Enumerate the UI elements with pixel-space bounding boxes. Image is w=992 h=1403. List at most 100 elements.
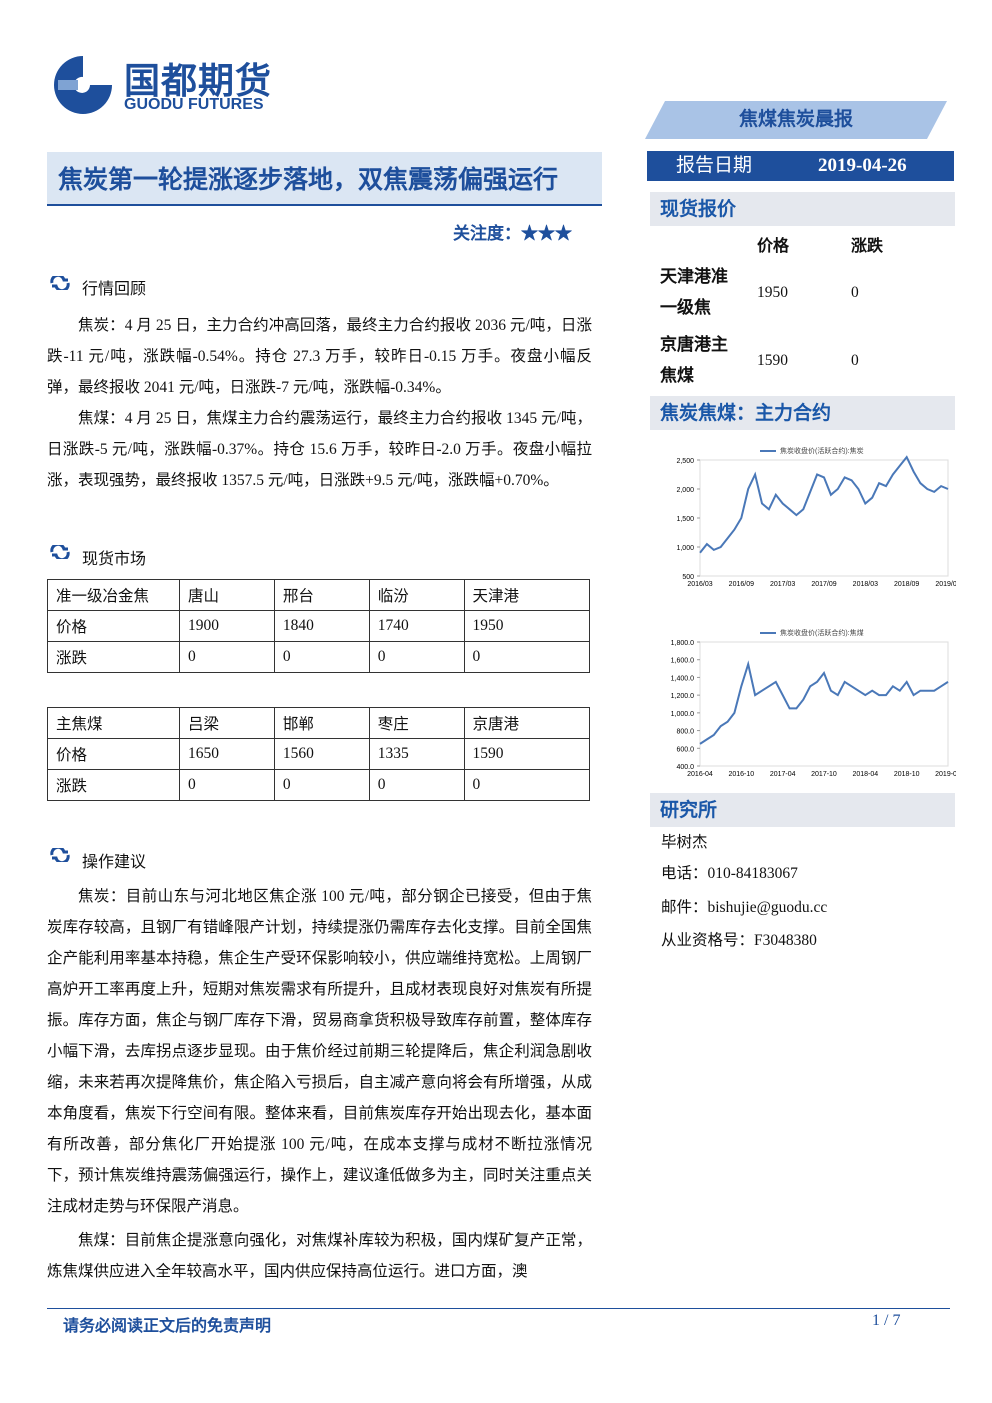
x-tick-label: 2019/03 [935, 581, 956, 588]
table-cell: 0 [179, 641, 275, 673]
x-tick-label: 2016/09 [729, 581, 754, 588]
table-cell: 1590 [463, 738, 591, 770]
y-tick-label: 1,600.0 [671, 658, 694, 665]
table-cell: 临汾 [368, 579, 465, 611]
x-tick-label: 2019-04 [935, 771, 956, 778]
quote-value: 1950 [757, 284, 788, 301]
table-cell: 0 [273, 769, 370, 801]
table-cell: 涨跌 [47, 769, 180, 801]
x-tick-label: 2016-04 [687, 771, 713, 778]
x-tick-label: 2018/03 [853, 581, 878, 588]
date-label: 报告日期 [676, 155, 753, 176]
x-tick-label: 2017/03 [770, 581, 795, 588]
y-tick-label: 1,500 [676, 516, 694, 523]
logo-mark [54, 56, 112, 114]
research-line: 毕树杰 [661, 834, 708, 851]
y-tick-label: 2,500 [676, 458, 694, 465]
title-bar [47, 152, 602, 206]
paragraph: 焦煤：目前焦企提涨意向强化，对焦煤补库较为积极，国内煤矿复产正常，炼焦煤供应进入… [47, 1232, 592, 1280]
legend-label: 焦炭收盘价(活跃合约):焦煤 [780, 628, 864, 637]
quote-value: 0 [851, 352, 859, 369]
table-cell: 涨跌 [47, 641, 180, 673]
paragraph: 焦炭：4 月 25 日，主力合约冲高回落，最终主力合约报收 2036 元/吨，日… [47, 317, 592, 396]
date: 2019-04-26 [818, 155, 907, 176]
paragraph: 焦炭：目前山东与河北地区焦企涨 100 元/吨，部分钢企已接受，但由于焦炭库存较… [47, 888, 592, 1215]
x-tick-label: 2017-10 [811, 771, 837, 778]
quote-row-label: 天津港准一级焦 [660, 267, 728, 318]
y-tick-label: 1,800.0 [671, 640, 694, 647]
y-tick-label: 1,000 [676, 545, 694, 552]
section-heading: 操作建议 [82, 854, 147, 871]
quote-header: 价格 [757, 238, 790, 255]
x-tick-label: 2018/09 [894, 581, 919, 588]
table-cell: 准一级冶金焦 [47, 579, 180, 611]
section-icon [50, 276, 70, 290]
research-line: 从业资格号：F3048380 [661, 932, 817, 949]
table-cell: 0 [368, 769, 465, 801]
table-cell: 0 [368, 641, 465, 673]
sidebar-heading: 焦炭焦煤：主力合约 [650, 396, 955, 430]
section-icon [50, 545, 70, 559]
spot-table: 准一级冶金焦 唐山 邢台 临汾 天津港 价格 1900 1840 1740 1950 涨跌 0 0 0 0 [47, 579, 591, 673]
chart: 500 1,000 1,500 2,000 2,500 2016/03 2016/09 201… [676, 446, 956, 588]
table-cell: 0 [463, 641, 591, 673]
table-cell: 1900 [179, 610, 275, 642]
y-tick-label: 2,000 [676, 487, 694, 494]
table-row: 涨跌 0 0 0 0 [47, 641, 591, 673]
logo-cn: 国都期货 [124, 61, 273, 102]
table-cell: 京唐港 [463, 707, 591, 739]
disclaimer: 请务必阅读正文后的免责声明 [63, 1318, 272, 1335]
plot-border [699, 641, 949, 767]
x-tick-label: 2018-04 [852, 771, 878, 778]
attention: 关注度：★★★ [453, 224, 572, 243]
research-line: 邮件：bishujie@guodu.cc [661, 899, 828, 916]
table-row: 价格 1900 1840 1740 1950 [47, 610, 591, 642]
chart: 400.0 600.0 800.0 1,000.0 1,200.0 1,400.0 1,60… [671, 628, 956, 778]
line [699, 455, 949, 554]
line [699, 660, 949, 745]
y-tick-label: 1,400.0 [671, 675, 694, 682]
title: 焦炭第一轮提涨逐步落地，双焦震荡偏强运行 [58, 165, 559, 194]
legend-label: 焦炭收盘价(活跃合约):焦炭 [780, 446, 864, 455]
x-tick-label: 2017-04 [770, 771, 796, 778]
table-cell: 主焦煤 [47, 707, 180, 739]
table-cell: 1740 [368, 610, 465, 642]
table-row: 主焦煤 吕梁 邯郸 枣庄 京唐港 [47, 707, 591, 739]
table-cell: 价格 [47, 738, 180, 770]
table-cell: 吕梁 [179, 707, 275, 739]
table-cell: 1650 [179, 738, 275, 770]
x-tick-label: 2017/09 [811, 581, 836, 588]
table-row: 准一级冶金焦 唐山 邢台 临汾 天津港 [47, 579, 591, 611]
banner: 焦煤焦炭晨报 [738, 109, 853, 130]
y-tick-label: 500 [682, 574, 694, 581]
x-tick-label: 2016/03 [687, 581, 712, 588]
table-cell: 1335 [368, 738, 465, 770]
research-line: 电话：010-84183067 [661, 865, 798, 882]
date-bar [647, 151, 954, 181]
y-tick-label: 600.0 [676, 746, 694, 753]
quote-value: 1590 [757, 352, 788, 369]
sidebar-heading: 研究所 [650, 793, 955, 827]
footer-rule [47, 1308, 950, 1309]
spot-table: 主焦煤 吕梁 邯郸 枣庄 京唐港 价格 1650 1560 1335 1590 涨跌 0 0 0 0 [47, 707, 591, 801]
table-cell: 0 [273, 641, 370, 673]
section-heading: 现货市场 [82, 551, 147, 568]
quote-row-label: 京唐港主焦煤 [660, 335, 728, 386]
y-tick-label: 800.0 [676, 729, 694, 736]
table-cell: 1950 [463, 610, 591, 642]
banner-shape [645, 101, 947, 139]
page-number: 1 / 7 [872, 1312, 901, 1329]
paragraph: 焦煤：4 月 25 日，焦煤主力合约震荡运行，最终主力合约报收 1345 元/吨… [47, 410, 592, 489]
table-cell: 0 [463, 769, 591, 801]
table-cell: 邯郸 [273, 707, 370, 739]
table-cell: 天津港 [463, 579, 591, 611]
quote-header: 涨跌 [851, 238, 884, 255]
sidebar-heading: 现货报价 [650, 192, 955, 226]
table-cell: 价格 [47, 610, 180, 642]
table-cell: 0 [179, 769, 275, 801]
table-cell: 1560 [273, 738, 370, 770]
x-tick-label: 2016-10 [728, 771, 754, 778]
x-tick-label: 2018-10 [894, 771, 920, 778]
table-cell: 1840 [273, 610, 370, 642]
